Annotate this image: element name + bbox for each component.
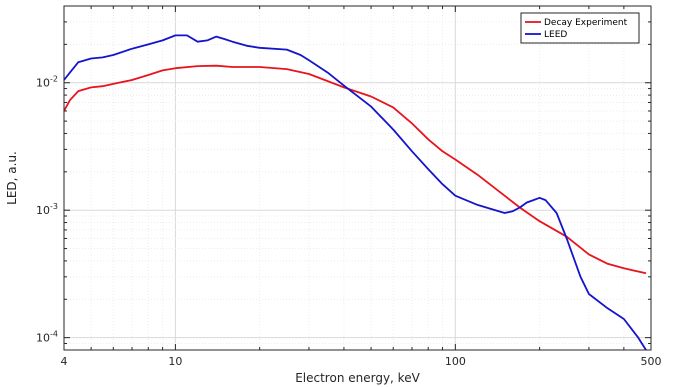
y-tick-label: 10-3: [36, 202, 58, 217]
legend-box: [520, 12, 640, 44]
y-axis-label: LED, a.u.: [5, 151, 19, 205]
x-tick-label: 4: [61, 355, 68, 368]
axis-ticks: [63, 5, 652, 351]
x-axis-label: Electron energy, keV: [295, 371, 420, 385]
y-tick-label: 10-4: [36, 330, 58, 345]
y-tick-label: 10-2: [36, 75, 58, 90]
series-line-1: [63, 34, 647, 351]
plot-frame: [63, 5, 652, 351]
grid: [63, 5, 652, 351]
legend-label: Decay Experiment: [544, 18, 628, 28]
legend: Decay Experiment LEED: [520, 12, 640, 44]
x-tick-label: 500: [641, 355, 662, 368]
legend-label: LEED: [544, 30, 567, 40]
x-tick-label: 100: [445, 355, 466, 368]
y-tick-labels: 10-4 10-3 10-2: [36, 75, 58, 345]
series-line-0: [63, 64, 647, 275]
x-tick-labels: 4 10 100 500: [61, 355, 662, 368]
plot-lines: [63, 34, 647, 351]
x-tick-label: 10: [168, 355, 182, 368]
